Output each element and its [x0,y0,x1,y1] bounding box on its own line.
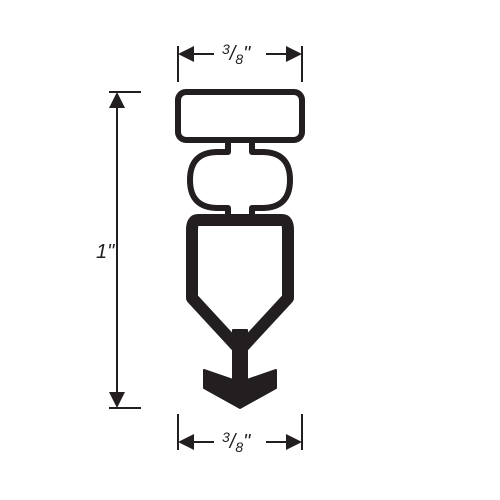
dim-height-label: 1" [96,241,115,263]
profile-lobe [190,140,290,220]
dim-bottom-width-label: 3/8" [222,429,251,455]
dim-top-width-label: 3/8" [222,41,251,67]
profile-arrow-tip [204,330,276,408]
profile-top-rect [178,92,302,140]
